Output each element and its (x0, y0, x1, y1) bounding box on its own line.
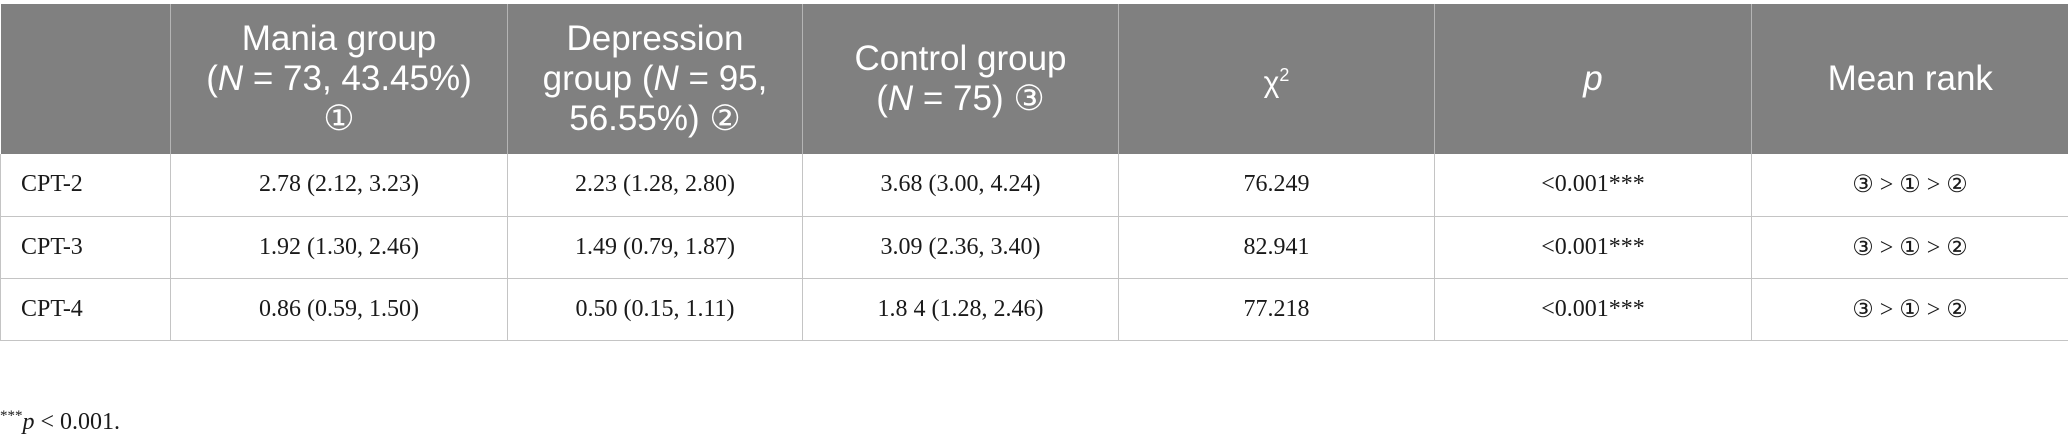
row-label: CPT-4 (0, 278, 171, 341)
header-mania-marker: ① (323, 99, 355, 138)
chi-square-cell: 76.249 (1118, 154, 1435, 217)
header-depression-group: Depression group (N = 95, 56.55%) ② (507, 4, 803, 154)
row-label: CPT-2 (0, 154, 171, 217)
header-mania-line1: Mania group (241, 19, 437, 58)
header-control-marker: ③ (1013, 79, 1045, 118)
mean-rank-cell: ③ > ① > ② (1751, 278, 2068, 341)
table-footnote: ***p < 0.001. (0, 408, 120, 436)
p-value-cell: <0.001*** (1434, 154, 1752, 217)
control-cell: 3.68 (3.00, 4.24) (802, 154, 1119, 217)
mania-cell: 0.86 (0.59, 1.50) (170, 278, 508, 341)
table-row: CPT-3 1.92 (1.30, 2.46) 1.49 (0.79, 1.87… (0, 216, 2068, 279)
footnote-text: < 0.001. (34, 409, 121, 435)
table-row: CPT-2 2.78 (2.12, 3.23) 2.23 (1.28, 2.80… (0, 154, 2068, 217)
footnote-var: p (22, 409, 35, 435)
mean-rank-cell: ③ > ① > ② (1751, 154, 2068, 217)
table-row: CPT-4 0.86 (0.59, 1.50) 0.50 (0.15, 1.11… (0, 278, 2068, 341)
header-row: Mania group (N = 73, 43.45%) ① Depressio… (0, 4, 2068, 154)
depression-cell: 2.23 (1.28, 2.80) (507, 154, 803, 217)
mania-cell: 2.78 (2.12, 3.23) (170, 154, 508, 217)
footnote-stars: *** (0, 408, 23, 424)
depression-cell: 0.50 (0.15, 1.11) (507, 278, 803, 341)
p-value-cell: <0.001*** (1434, 278, 1752, 341)
row-label: CPT-3 (0, 216, 171, 279)
chi-square-cell: 82.941 (1118, 216, 1435, 279)
header-empty (0, 4, 171, 154)
header-mania-n: N (217, 59, 244, 98)
header-p-value: p (1434, 4, 1752, 154)
p-value-cell: <0.001*** (1434, 216, 1752, 279)
header-mania-group: Mania group (N = 73, 43.45%) ① (170, 4, 508, 154)
mania-cell: 1.92 (1.30, 2.46) (170, 216, 508, 279)
depression-cell: 1.49 (0.79, 1.87) (507, 216, 803, 279)
header-chi-square: χ2 (1118, 4, 1435, 154)
chi-square-cell: 77.218 (1118, 278, 1435, 341)
header-control-group: Control group (N = 75) ③ (802, 4, 1119, 154)
header-depression-marker: ② (709, 99, 741, 138)
mean-rank-cell: ③ > ① > ② (1751, 216, 2068, 279)
control-cell: 3.09 (2.36, 3.40) (802, 216, 1119, 279)
results-table: Mania group (N = 73, 43.45%) ① Depressio… (0, 4, 2068, 341)
control-cell: 1.8 4 (1.28, 2.46) (802, 278, 1119, 341)
header-mean-rank: Mean rank (1751, 4, 2068, 154)
